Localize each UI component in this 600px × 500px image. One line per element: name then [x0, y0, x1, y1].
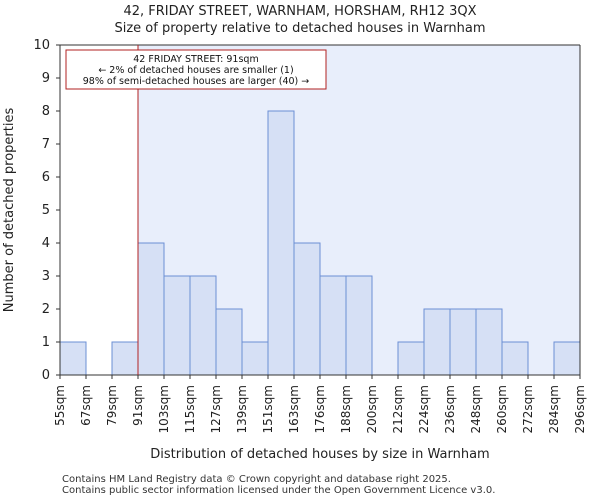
x-axis-label: Distribution of detached houses by size …: [150, 447, 489, 462]
bar-260sqm: [501, 341, 529, 376]
bar-163sqm: [293, 242, 321, 376]
footer-line-2: Contains public sector information licen…: [62, 485, 496, 496]
bar-139sqm: [241, 341, 269, 376]
bar-79sqm: [111, 341, 139, 376]
x-tick-label-272sqm: 272sqm: [521, 385, 535, 433]
x-tick-label-296sqm: 296sqm: [573, 385, 587, 433]
y-tick-label-7: 7: [42, 137, 50, 152]
x-tick-label-115sqm: 115sqm: [183, 385, 197, 433]
bar-103sqm: [163, 275, 191, 376]
bar-176sqm: [319, 275, 347, 376]
y-tick-label-3: 3: [42, 269, 50, 284]
x-tick-label-67sqm: 67sqm: [79, 385, 93, 426]
bar-91sqm: [137, 242, 165, 376]
bar-248sqm: [475, 308, 503, 376]
x-tick-label-103sqm: 103sqm: [157, 385, 171, 433]
x-tick-label-163sqm: 163sqm: [287, 385, 301, 433]
bar-127sqm: [215, 308, 243, 376]
y-tick-label-0: 0: [42, 368, 50, 383]
x-tick-label-212sqm: 212sqm: [391, 385, 405, 433]
x-tick-label-127sqm: 127sqm: [209, 385, 223, 433]
bar-212sqm: [397, 341, 425, 376]
x-tick-label-200sqm: 200sqm: [365, 385, 379, 433]
bar-284sqm: [553, 341, 581, 376]
annotation-line-1: 42 FRIDAY STREET: 91sqm: [133, 54, 258, 65]
x-tick-label-236sqm: 236sqm: [443, 385, 457, 433]
y-tick-label-9: 9: [42, 71, 50, 86]
bar-115sqm: [189, 275, 217, 376]
y-tick-label-5: 5: [42, 203, 50, 218]
bar-188sqm: [345, 275, 373, 376]
x-tick-label-139sqm: 139sqm: [235, 385, 249, 433]
y-tick-label-1: 1: [42, 335, 50, 350]
footer-line-1: Contains HM Land Registry data © Crown c…: [62, 474, 451, 485]
y-axis-label: Number of detached properties: [2, 108, 17, 313]
x-tick-label-91sqm: 91sqm: [131, 385, 145, 426]
y-tick-label-10: 10: [33, 38, 50, 53]
chart-title: 42, FRIDAY STREET, WARNHAM, HORSHAM, RH1…: [123, 4, 477, 19]
y-tick-label-4: 4: [42, 236, 50, 251]
chart-subtitle: Size of property relative to detached ho…: [114, 21, 486, 36]
x-tick-label-188sqm: 188sqm: [339, 385, 353, 433]
x-tick-label-224sqm: 224sqm: [417, 385, 431, 433]
annotation-line-2: ← 2% of detached houses are smaller (1): [98, 65, 293, 76]
annotation-line-3: 98% of semi-detached houses are larger (…: [83, 76, 310, 87]
y-tick-label-6: 6: [42, 170, 50, 185]
x-tick-label-176sqm: 176sqm: [313, 385, 327, 433]
y-tick-label-8: 8: [42, 104, 50, 119]
x-tick-label-55sqm: 55sqm: [53, 385, 67, 426]
x-tick-label-284sqm: 284sqm: [547, 385, 561, 433]
bar-236sqm: [449, 308, 477, 376]
y-tick-label-2: 2: [42, 302, 50, 317]
x-tick-label-248sqm: 248sqm: [469, 385, 483, 433]
bar-55sqm: [59, 341, 87, 376]
bar-151sqm: [267, 110, 295, 376]
annotation-box: [65, 49, 327, 90]
bar-224sqm: [423, 308, 451, 376]
x-tick-label-79sqm: 79sqm: [105, 385, 119, 426]
x-tick-label-151sqm: 151sqm: [261, 385, 275, 433]
x-tick-label-260sqm: 260sqm: [495, 385, 509, 433]
